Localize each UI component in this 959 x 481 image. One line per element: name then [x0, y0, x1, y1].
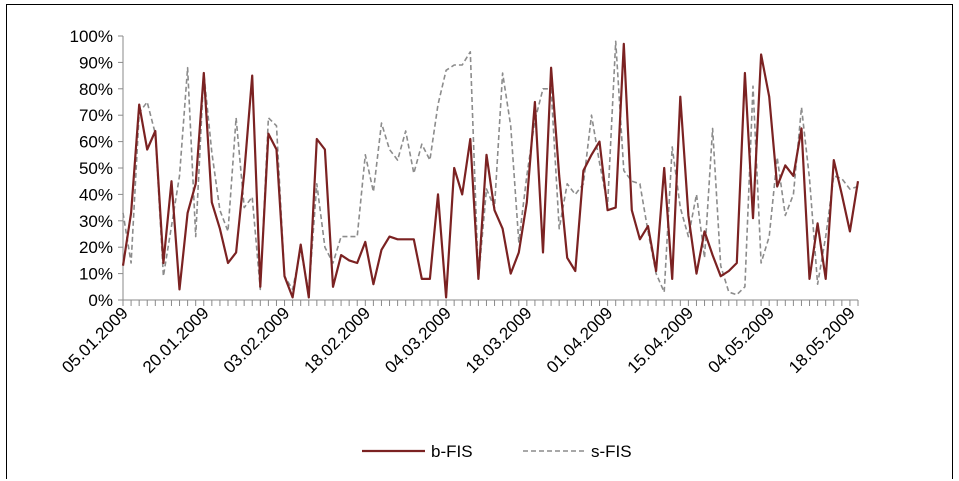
- y-tick-label: 60%: [79, 133, 113, 152]
- x-axis-ticks: 05.01.2009 20.01.2009 03.02.2009 18.02.2009…: [58, 300, 859, 377]
- x-tick-label: 18.02.2009: [301, 303, 375, 377]
- y-tick-label: 70%: [79, 106, 113, 125]
- x-tick-label: 18.05.2009: [785, 303, 859, 377]
- y-tick-label: 20%: [79, 238, 113, 257]
- series-line-b-fis: [121, 42, 860, 299]
- series-line-s-fis: [122, 40, 859, 296]
- y-tick-label: 10%: [79, 265, 113, 284]
- y-tick-label: 40%: [79, 185, 113, 204]
- x-tick-label: 20.01.2009: [139, 303, 213, 377]
- x-tick-label: 05.01.2009: [58, 303, 132, 377]
- y-tick-label: 80%: [79, 80, 113, 99]
- y-tick-label: 30%: [79, 212, 113, 231]
- y-tick-label: 0%: [88, 291, 113, 310]
- x-tick-label: 01.04.2009: [543, 303, 617, 377]
- y-axis-ticks: 0% 10% 20% 30% 40% 50% 60% 70% 80% 90% 100%: [70, 27, 123, 310]
- legend-label-b-fis: b-FIS: [431, 442, 473, 461]
- y-tick-label: 50%: [79, 159, 113, 178]
- x-tick-label: 04.05.2009: [704, 303, 778, 377]
- chart: 0% 10% 20% 30% 40% 50% 60% 70% 80% 90% 100% 05.01.…: [58, 27, 860, 461]
- legend-label-s-fis: s-FIS: [591, 442, 632, 461]
- x-tick-label: 18.03.2009: [462, 303, 536, 377]
- legend: b-FIS s-FIS: [362, 442, 632, 461]
- chart-frame: 0% 10% 20% 30% 40% 50% 60% 70% 80% 90% 100% 05.01.…: [6, 4, 953, 479]
- x-tick-label: 04.03.2009: [381, 303, 455, 377]
- x-tick-label: 03.02.2009: [220, 303, 294, 377]
- y-tick-label: 90%: [79, 53, 113, 72]
- x-tick-label: 15.04.2009: [624, 303, 698, 377]
- y-tick-label: 100%: [70, 27, 113, 46]
- series-layer: [121, 40, 860, 299]
